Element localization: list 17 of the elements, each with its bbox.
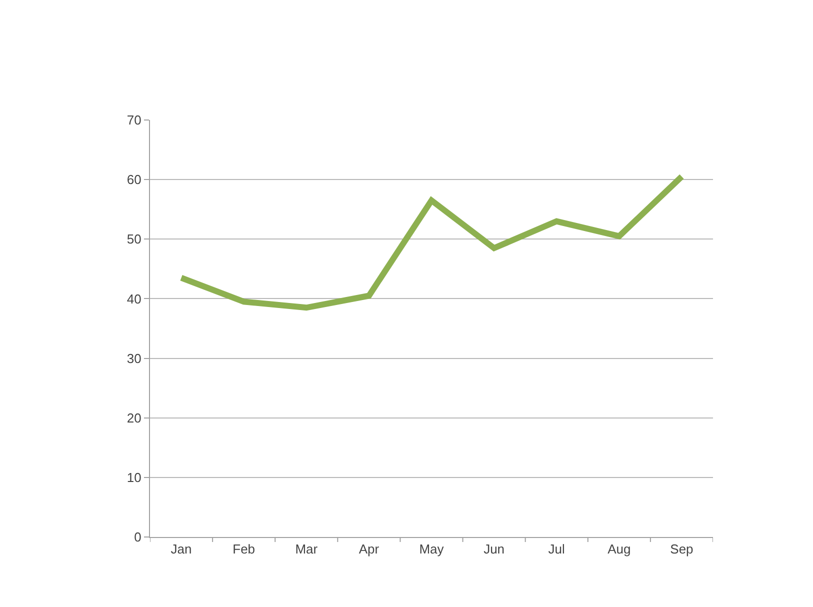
x-tick-label: Jul xyxy=(548,542,566,557)
y-tick-label: 60 xyxy=(126,172,142,188)
y-tick-label: 40 xyxy=(126,291,142,306)
x-tick-label: Apr xyxy=(358,542,380,557)
y-tick-label: 10 xyxy=(126,470,142,485)
x-tick-label: May xyxy=(419,542,444,557)
y-tick-label: 30 xyxy=(126,350,142,366)
x-tick-label: Jan xyxy=(170,542,192,557)
y-tick-label: 20 xyxy=(126,410,142,426)
x-tick-label: Jun xyxy=(484,542,505,557)
x-tick-label: Mar xyxy=(295,542,318,557)
y-tick-label: 0 xyxy=(134,530,142,545)
y-tick-label: 70 xyxy=(126,112,142,128)
y-tick-label: 50 xyxy=(126,232,142,247)
x-tick-label: Sep xyxy=(670,542,694,557)
x-tick-label: Feb xyxy=(232,542,256,557)
x-tick-label: Aug xyxy=(608,542,631,557)
